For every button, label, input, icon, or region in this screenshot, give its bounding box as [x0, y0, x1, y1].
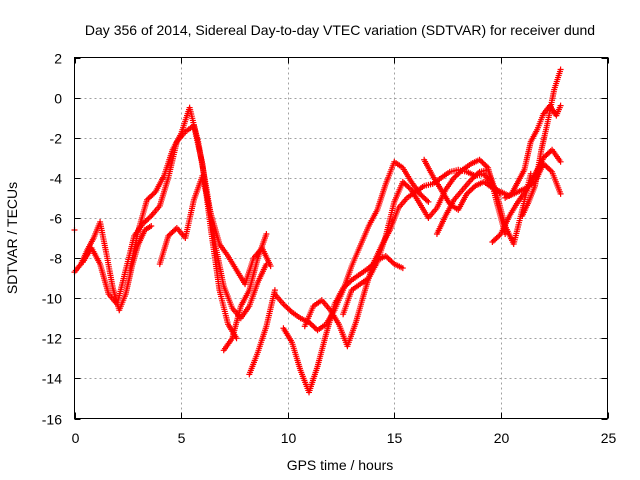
data-markers — [71, 66, 564, 396]
y-tick-label: -8 — [50, 251, 63, 267]
y-tick-label: -10 — [42, 291, 62, 307]
x-tick-label: 5 — [178, 430, 186, 446]
x-axis-label: GPS time / hours — [287, 457, 394, 473]
axis-ticks — [74, 57, 609, 420]
y-tick-label: 0 — [54, 91, 62, 107]
y-tick-label: -12 — [42, 331, 62, 347]
data-point-marker — [263, 230, 270, 237]
x-tick-label: 20 — [494, 430, 510, 446]
x-tick-label: 15 — [387, 430, 403, 446]
x-tick-label: 10 — [281, 430, 297, 446]
grid-lines — [74, 57, 608, 419]
y-axis-label: SDTVAR / TECUs — [4, 182, 20, 294]
x-tick-label: 0 — [72, 430, 80, 446]
data-point-marker — [557, 66, 564, 73]
data-point-marker — [557, 190, 564, 197]
data-point-marker — [425, 198, 432, 205]
y-tick-label: -2 — [50, 131, 63, 147]
data-point-marker — [399, 265, 406, 272]
y-tick-label: -4 — [50, 171, 63, 187]
y-tick-label: -16 — [42, 412, 62, 428]
tick-labels: 0 5 10 15 20 25 -16 -14 -12 -10 -8 -6 -4 -2 0 2 — [42, 51, 617, 447]
y-tick-label: -14 — [42, 371, 62, 387]
x-tick-label: 25 — [601, 430, 617, 446]
data-point-marker — [148, 222, 155, 229]
data-point-marker — [267, 263, 274, 270]
chart-title: Day 356 of 2014, Sidereal Day-to-day VTE… — [85, 22, 595, 38]
data-point-marker — [557, 102, 564, 109]
y-tick-label: -6 — [50, 211, 63, 227]
y-tick-label: 2 — [54, 51, 62, 67]
plot-frame — [74, 57, 608, 419]
data-point-marker — [557, 158, 564, 165]
